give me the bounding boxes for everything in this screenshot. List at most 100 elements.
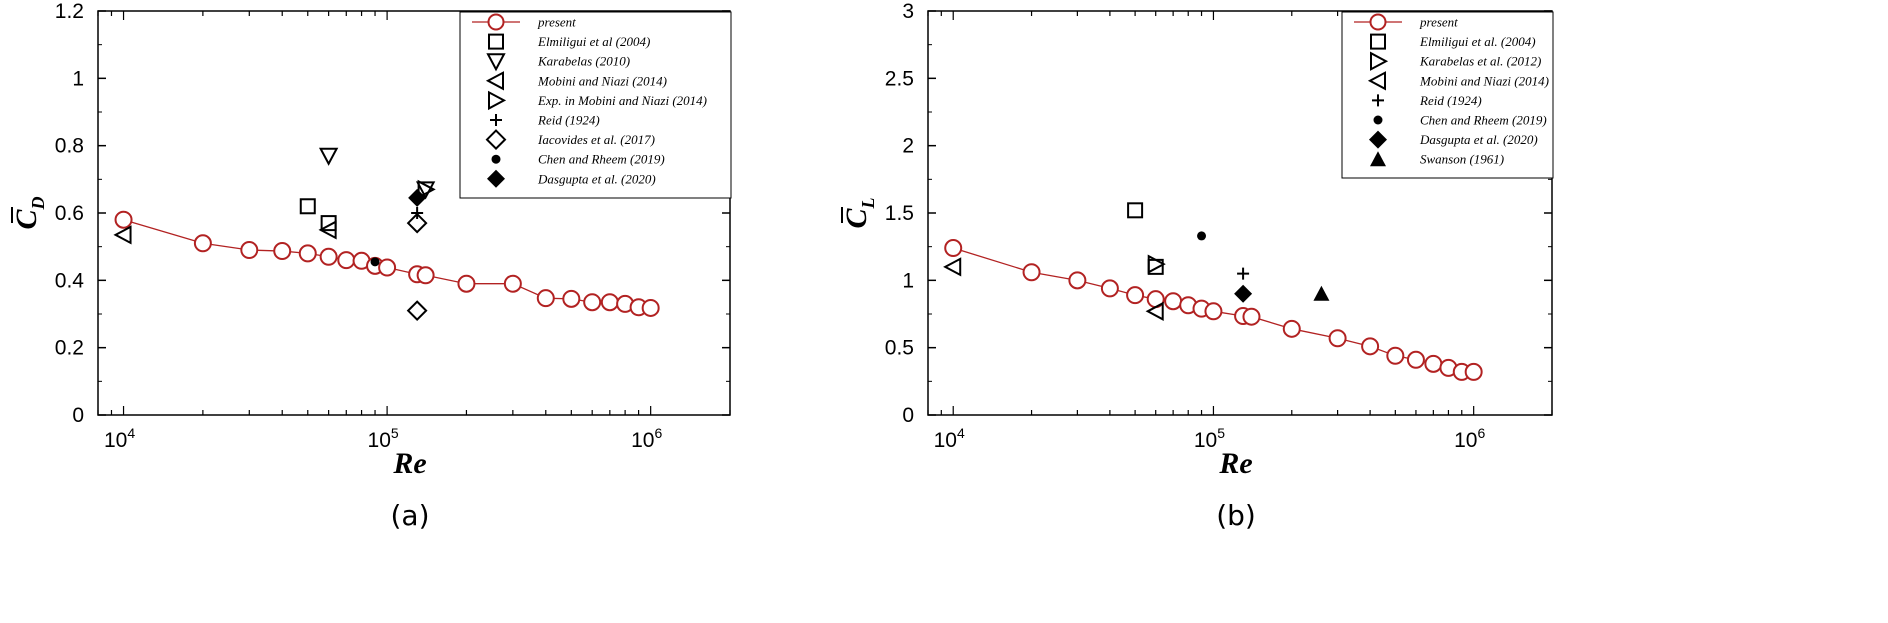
legend-marker — [486, 53, 506, 72]
data-point — [1386, 346, 1405, 365]
panel-label: (a) — [390, 499, 429, 532]
data-point — [1313, 285, 1330, 301]
legend-marker — [488, 33, 504, 50]
legend-marker — [1370, 33, 1386, 50]
legend-item-iacovides-et-al-2017: Iacovides et al. (2017) — [485, 129, 655, 151]
legend-marker — [490, 114, 502, 126]
data-point — [1068, 271, 1087, 290]
x-tick-base: 10 — [631, 429, 654, 452]
legend-marker — [485, 129, 507, 151]
data-point — [944, 239, 963, 258]
data-point — [417, 179, 436, 200]
y-axis-label-text: CL — [840, 197, 878, 228]
data-point — [240, 241, 259, 260]
y-axis-label: CD — [10, 196, 48, 229]
series-karabelas-et-al-2012 — [1147, 254, 1166, 274]
data-point — [943, 257, 962, 277]
legend-box — [459, 11, 732, 199]
panel-label: (b) — [1216, 499, 1256, 532]
legend-label: Reid (1924) — [1419, 93, 1482, 108]
legend-item-elmiligui-et-al-2004: Elmiligui et al (2004) — [488, 33, 650, 50]
series-swanson-1961 — [1313, 285, 1330, 301]
data-point — [1145, 301, 1164, 321]
x-axis-label: Re — [392, 447, 426, 480]
x-tick-exponent: 4 — [127, 425, 135, 441]
x-tick-label: 106 — [631, 425, 662, 452]
y-tick-label: 0.4 — [55, 269, 85, 292]
x-tick-base: 10 — [934, 429, 957, 452]
series-chen-and-rheem-2019 — [1197, 231, 1207, 241]
data-point — [536, 289, 555, 308]
legend-label: present — [537, 15, 576, 30]
data-point — [583, 293, 602, 312]
y-tick-label: 1.2 — [55, 0, 84, 23]
legend-marker — [487, 169, 505, 188]
legend-label: Chen and Rheem (2019) — [538, 152, 665, 167]
x-tick-label: 106 — [1454, 425, 1485, 452]
data-point — [1406, 350, 1425, 369]
legend-label: Iacovides et al. (2017) — [537, 132, 655, 147]
legend-label: present — [1419, 15, 1458, 30]
data-point — [1328, 329, 1347, 348]
series-iacovides-et-al-2017 — [406, 212, 428, 322]
series-chen-and-rheem-2019 — [370, 257, 380, 267]
data-point — [457, 274, 476, 293]
legend: present Elmiligui et al (2004) Karabelas (… — [459, 11, 732, 199]
data-point — [298, 244, 317, 263]
legend-label: Mobini and Niazi (2014) — [537, 73, 667, 88]
series-elmiligui-et-al-2004 — [1127, 202, 1164, 275]
data-point — [1147, 254, 1166, 274]
data-point — [503, 274, 522, 293]
y-tick-label: 0.6 — [55, 202, 84, 225]
y-tick-label: 0.8 — [55, 135, 84, 158]
data-point — [1022, 263, 1041, 282]
data-point — [406, 300, 428, 322]
x-tick-base: 10 — [1454, 429, 1477, 452]
y-axis-label-text: CD — [10, 196, 48, 229]
y-tick-label: 2 — [902, 135, 914, 158]
legend-marker — [491, 154, 501, 164]
legend-marker — [1369, 13, 1387, 31]
x-tick-exponent: 4 — [957, 425, 965, 441]
data-point — [1464, 362, 1483, 381]
legend-label: Chen and Rheem (2019) — [1420, 113, 1547, 128]
data-point — [408, 188, 427, 207]
y-tick-label: 0.5 — [885, 337, 914, 360]
x-tick-label: 104 — [104, 425, 135, 452]
data-point — [1361, 337, 1380, 356]
y-tick-label: 3 — [902, 0, 914, 23]
legend-item-present: present — [1354, 13, 1458, 31]
legend-item-reid-1924: Reid (1924) — [1372, 93, 1482, 108]
legend-label: Elmiligui et al (2004) — [537, 34, 650, 49]
data-point — [114, 210, 133, 229]
data-point — [416, 266, 435, 285]
y-axis-label: CL — [840, 197, 878, 228]
data-point — [370, 257, 380, 267]
legend-marker — [485, 71, 504, 91]
x-tick-exponent: 6 — [654, 425, 662, 441]
series-exp-in-mobini-and-niazi-2014 — [417, 179, 436, 200]
x-tick-label: 105 — [1194, 425, 1225, 452]
y-axis-label-symbol: C — [840, 208, 873, 229]
legend-label: Mobini and Niazi (2014) — [1419, 73, 1549, 88]
series-mobini-and-niazi-2014 — [113, 220, 337, 245]
data-point — [1126, 286, 1145, 305]
legend-label: Karabelas et al. (2012) — [1419, 54, 1541, 69]
data-point — [318, 147, 339, 166]
y-tick-label: 1.5 — [885, 202, 914, 225]
x-tick-exponent: 5 — [1217, 425, 1225, 441]
legend-item-mobini-and-niazi-2014: Mobini and Niazi (2014) — [1367, 71, 1549, 91]
data-point — [1242, 307, 1261, 326]
y-axis-label-subscript: L — [858, 197, 878, 209]
data-point — [1234, 284, 1253, 303]
x-tick-label: 105 — [368, 425, 399, 452]
legend-item-karabelas-2010: Karabelas (2010) — [486, 53, 630, 72]
data-point — [1100, 279, 1119, 298]
y-axis-label-symbol: C — [10, 209, 43, 230]
legend-label: Karabelas (2010) — [537, 54, 630, 69]
series-dasgupta-et-al-2020 — [1234, 284, 1253, 303]
data-point — [319, 247, 338, 266]
